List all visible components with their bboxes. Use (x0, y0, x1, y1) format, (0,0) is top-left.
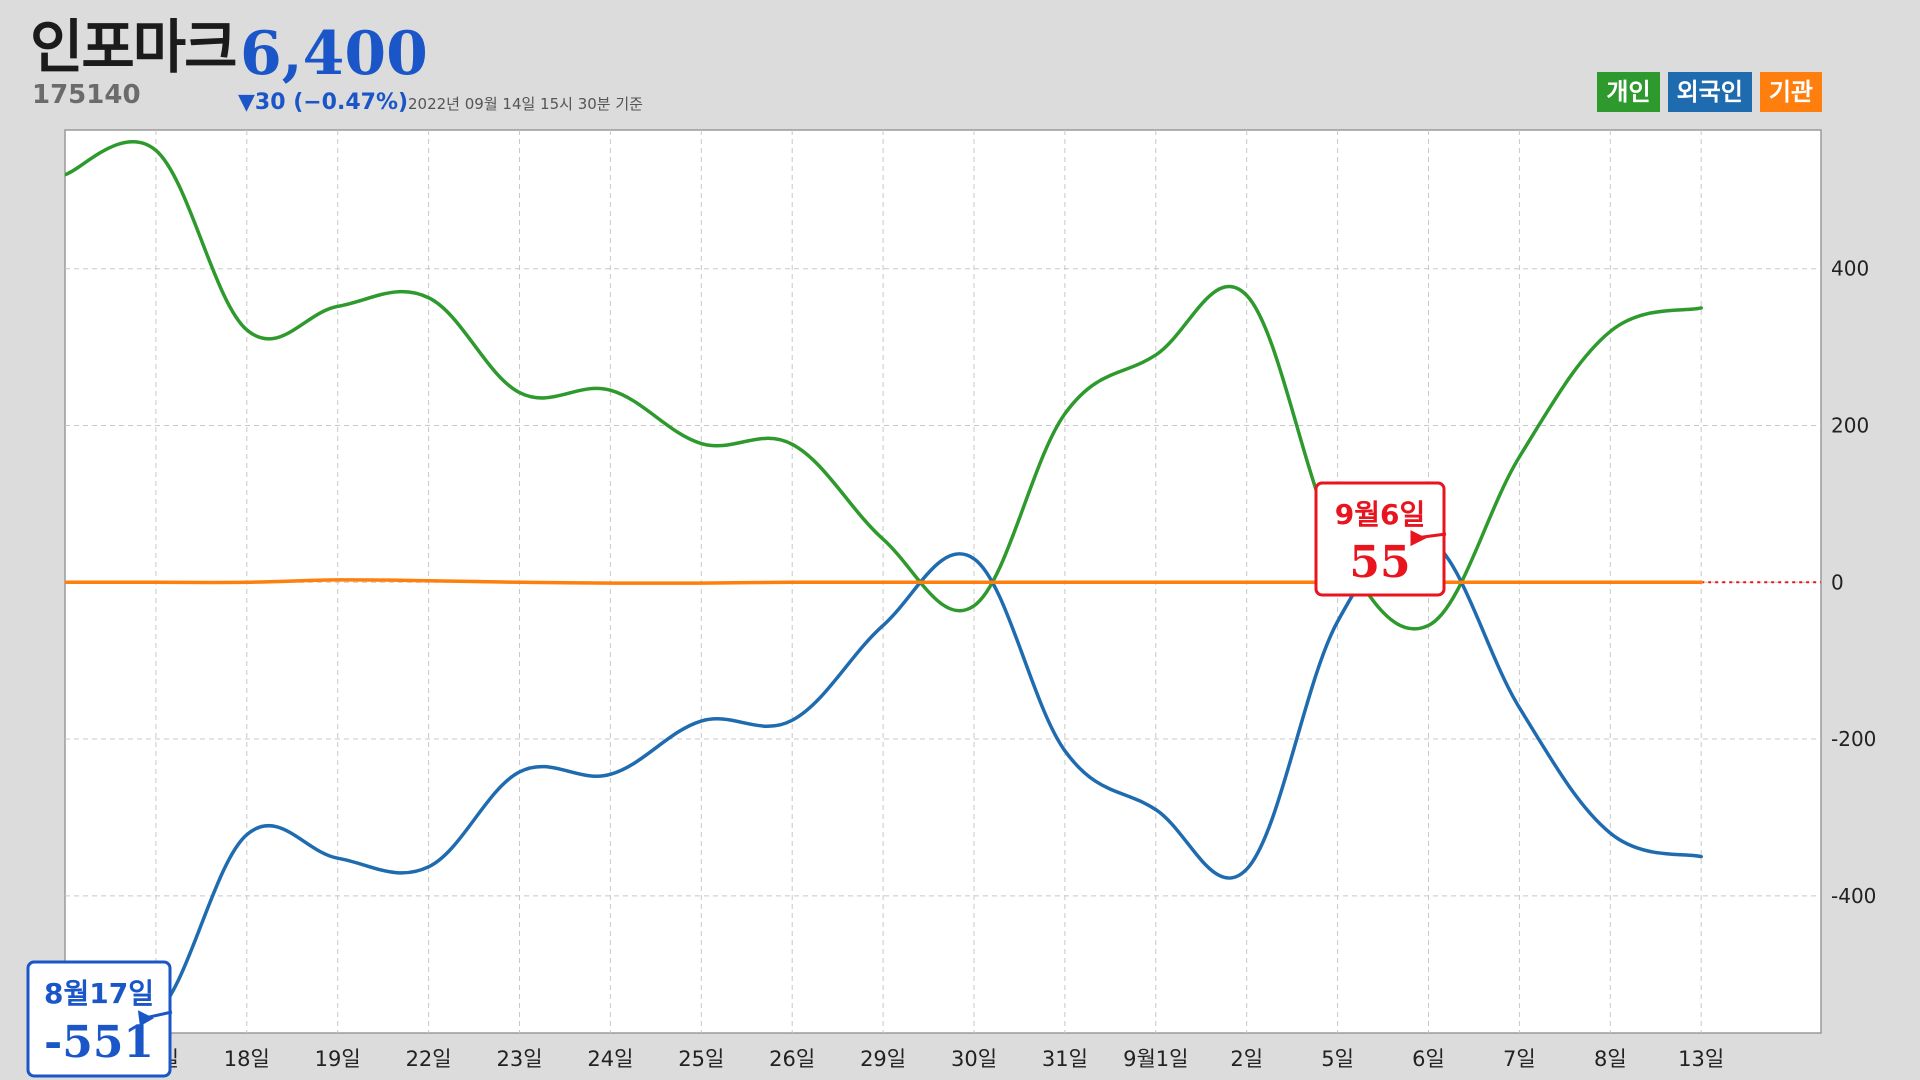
x-tick-label: 29일 (860, 1047, 906, 1071)
legend-institution: 기관 (1759, 72, 1822, 112)
annotation-value-aug17: -551 (44, 1017, 154, 1068)
y-tick-label: -200 (1831, 727, 1876, 751)
x-tick-label: 8일 (1594, 1047, 1627, 1071)
legend-foreign: 외국인 (1667, 72, 1752, 112)
x-tick-label: 26일 (769, 1047, 815, 1071)
y-tick-label: 400 (1831, 257, 1869, 281)
stock-name: 인포마크 (30, 13, 237, 81)
annotation-value-sep6: 55 (1349, 537, 1410, 588)
x-tick-label: 24일 (587, 1047, 633, 1071)
annotation-box-aug17 (26, 960, 172, 1078)
chart-legend: 개인 외국인 기관 (1597, 72, 1822, 112)
current-price: 6,400 (240, 19, 428, 89)
x-tick-label: 30일 (951, 1047, 997, 1071)
x-tick-label: 31일 (1042, 1047, 1088, 1071)
legend-individual: 개인 (1597, 72, 1660, 112)
series-line-개인 (65, 140, 1703, 631)
annotation-date-sep6: 9월6일 (1335, 498, 1426, 531)
annotation-date-aug17: 8월17일 (44, 977, 154, 1010)
x-tick-label: 13일 (1678, 1047, 1724, 1071)
annotation-arrowhead-sep6 (1410, 530, 1427, 547)
as-of-timestamp: 2022년 09월 14일 15시 30분 기준 (408, 95, 643, 113)
y-tick-label: 0 (1831, 570, 1844, 594)
stock-code: 175140 (32, 80, 141, 110)
x-tick-label: 22일 (406, 1047, 452, 1071)
x-tick-label: 18일 (224, 1047, 270, 1071)
y-tick-label: -400 (1831, 884, 1876, 908)
price-change: ▼30 (−0.47%) (238, 90, 409, 115)
annotation-arrowhead-aug17 (137, 1010, 154, 1027)
y-tick-label: 200 (1831, 414, 1869, 438)
x-tick-labels: 17일18일19일22일23일24일25일26일29일30일31일9월1일2일5… (133, 1047, 1724, 1071)
x-tick-label: 25일 (678, 1047, 724, 1071)
x-tick-label: 2일 (1230, 1047, 1263, 1071)
x-tick-label: 9월1일 (1123, 1047, 1188, 1071)
x-tick-label: 5일 (1321, 1047, 1354, 1071)
y-tick-labels: 400 200 0 -200 -400 (1831, 257, 1876, 908)
annotations: 8월17일 -551 9월6일 55 (26, 481, 1447, 1078)
x-tick-label: 6일 (1412, 1047, 1445, 1071)
x-tick-label: 19일 (315, 1047, 361, 1071)
x-tick-label: 7일 (1503, 1047, 1536, 1071)
x-tick-label: 23일 (496, 1047, 542, 1071)
annotation-box-sep6 (1314, 481, 1446, 597)
